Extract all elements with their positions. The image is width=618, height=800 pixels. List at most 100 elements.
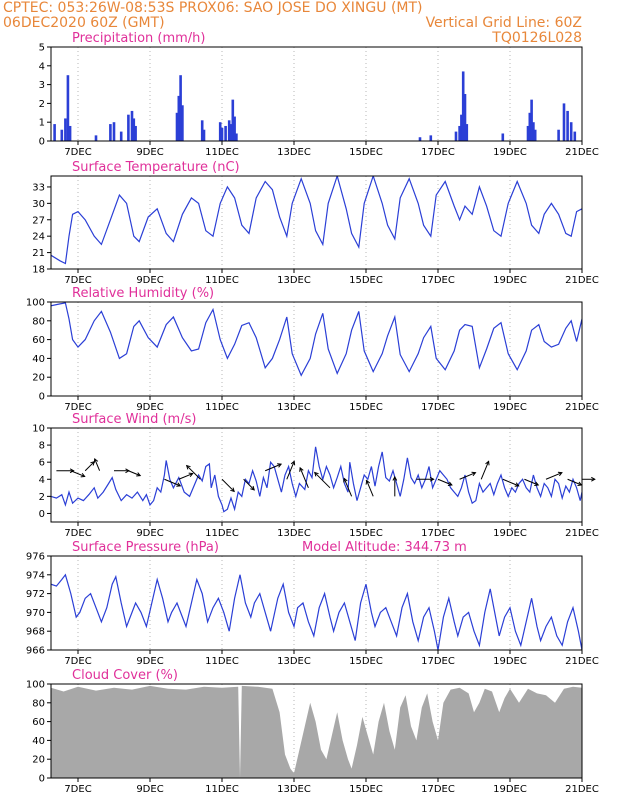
y-tick-label: 33 [32, 182, 45, 193]
x-tick-label: 11DEC [205, 528, 239, 539]
x-tick-label: 15DEC [349, 528, 383, 539]
y-tick-label: 18 [32, 265, 45, 276]
wind-arrow-head [277, 463, 283, 468]
y-tick-label: 40 [32, 354, 45, 365]
wind-arrow-head [392, 475, 398, 481]
precip-bar [528, 112, 532, 141]
panel-frame [50, 175, 583, 270]
wind-arrow [94, 458, 101, 471]
x-tick-label: 9DEC [136, 147, 163, 158]
y-tick-label: 27 [32, 215, 45, 226]
precip-bar [526, 125, 530, 141]
precip-bar [132, 118, 136, 141]
x-tick-label: 17DEC [421, 402, 455, 413]
precip-bar [465, 124, 469, 141]
wind-arrow [524, 478, 539, 486]
y-tick-label: 20 [32, 755, 45, 766]
precip-bar [119, 131, 123, 141]
precip-bar [64, 118, 67, 141]
x-tick-label: 7DEC [64, 656, 91, 667]
precip-bar [175, 112, 179, 141]
precip-bar [533, 129, 537, 141]
precip-bar [130, 110, 134, 141]
panel-frame [50, 46, 583, 142]
header-grid-line: Vertical Grid Line: 60Z [425, 15, 582, 31]
x-tick-label: 19DEC [493, 784, 527, 795]
precip-bar [220, 127, 224, 141]
cloud-cover-area [51, 685, 582, 778]
panel-title: Surface Wind (m/s) [72, 412, 196, 427]
wind-arrow-head [429, 476, 435, 482]
x-tick-label: 13DEC [277, 784, 311, 795]
x-tick-label: 13DEC [277, 275, 311, 286]
wind-arrow [164, 478, 181, 487]
wind-arrow [70, 470, 85, 477]
precip-bar [227, 120, 231, 141]
precip-bar [461, 71, 465, 141]
precip-bar [229, 124, 233, 141]
precip-bar [458, 125, 461, 141]
wind-arrows [56, 457, 596, 497]
precip-bar [177, 95, 181, 141]
wind-arrow [314, 472, 331, 489]
wind-arrow-head [514, 482, 520, 487]
x-tick-label: 13DEC [277, 656, 311, 667]
y-tick-label: 4 [39, 61, 45, 72]
wind-arrow [299, 467, 309, 489]
y-tick-label: 976 [26, 552, 45, 563]
wind-arrow-head [299, 466, 304, 472]
panel-3: 0 20 40 60 80 100 7DEC 9DEC 11DEC 13DEC 15DEC 17DEC… [26, 286, 599, 413]
panel-frame [50, 555, 583, 651]
precip-bar [112, 122, 116, 141]
precip-bar [562, 103, 566, 141]
x-tick-label: 17DEC [421, 656, 455, 667]
x-tick-label: 15DEC [349, 147, 383, 158]
x-tick-label: 7DEC [64, 784, 91, 795]
wind-arrow-head [485, 460, 490, 466]
x-tick-label: 17DEC [421, 275, 455, 286]
y-tick-label: 4 [39, 475, 45, 486]
wind-arrow-head [365, 479, 371, 485]
panel-title: Surface Pressure (hPa) [72, 540, 219, 555]
wind-arrow-head [447, 481, 453, 486]
x-tick-label: 7DEC [64, 275, 91, 286]
y-tick-label: 10 [32, 424, 45, 435]
panel-title: Surface Temperature (nC) [72, 160, 240, 175]
y-tick-label: 60 [32, 335, 45, 346]
wind-arrow-head [185, 464, 191, 470]
x-tick-label: 15DEC [349, 784, 383, 795]
y-tick-label: 20 [32, 373, 45, 384]
wind-arrow [459, 472, 476, 480]
panel-data [51, 302, 582, 377]
y-tick-label: 1 [39, 118, 45, 129]
x-tick-label: 7DEC [64, 528, 91, 539]
header-date: 06DEC2020 60Z (GMT) [3, 15, 165, 31]
precip-bar [460, 114, 463, 141]
y-tick-label: 2 [39, 492, 45, 503]
precip-bar [66, 75, 70, 141]
x-tick-label: 21DEC [565, 656, 599, 667]
precip-bar [454, 131, 458, 141]
wind-arrow [437, 478, 453, 486]
wind-arrow-head [577, 481, 583, 486]
y-tick-label: 0 [39, 774, 45, 785]
panel-data [51, 176, 582, 265]
y-tick-label: 974 [26, 570, 45, 581]
wind-arrow-head [230, 487, 235, 493]
x-tick-label: 19DEC [493, 147, 527, 158]
series-line [51, 302, 582, 377]
precip-bar [224, 125, 227, 141]
x-tick-label: 21DEC [565, 528, 599, 539]
precip-bar [557, 129, 560, 141]
wind-arrow-head [557, 471, 563, 477]
precip-bar [218, 122, 222, 141]
wind-arrow [243, 478, 255, 491]
x-tick-label: 11DEC [205, 784, 239, 795]
wind-arrow-head [188, 472, 194, 477]
wind-arrow [128, 470, 141, 477]
x-tick-label: 11DEC [205, 402, 239, 413]
x-tick-label: 17DEC [421, 147, 455, 158]
panel-title: Relative Humidity (%) [72, 286, 214, 301]
x-tick-label: 19DEC [493, 528, 527, 539]
wind-arrow-head [250, 485, 255, 491]
